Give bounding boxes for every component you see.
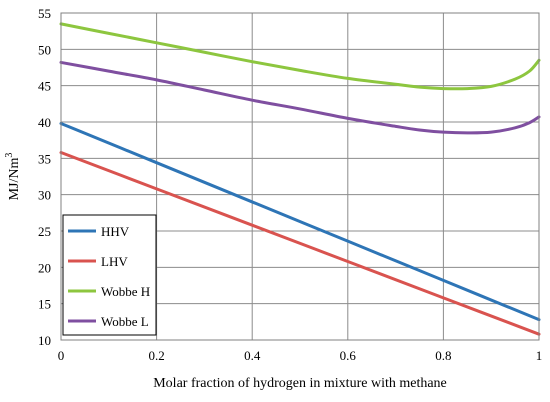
legend: HHV LHV Wobbe H Wobbe L bbox=[62, 214, 157, 336]
x-tick-label: 0.6 bbox=[340, 348, 357, 363]
y-axis-title-superscript: 3 bbox=[4, 153, 15, 158]
y-tick-label: 40 bbox=[38, 115, 51, 130]
y-tick-label: 55 bbox=[38, 6, 51, 21]
x-tick-label: 1 bbox=[536, 348, 543, 363]
x-tick-label: 0.8 bbox=[435, 348, 451, 363]
series-line-wobbe-h bbox=[59, 22, 541, 91]
y-axis-title-main: MJ/Nm bbox=[7, 158, 22, 201]
y-tick-label: 15 bbox=[38, 297, 51, 312]
x-tick-label: 0 bbox=[58, 348, 65, 363]
y-tick-label: 30 bbox=[38, 188, 51, 203]
y-tick-label: 25 bbox=[38, 224, 51, 239]
series-line-hhv bbox=[59, 121, 541, 322]
x-axis-title: Molar fraction of hydrogen in mixture wi… bbox=[153, 376, 447, 391]
y-tick-label: 10 bbox=[38, 333, 51, 348]
series-lines bbox=[59, 22, 541, 336]
legend-label-wobbe-h: Wobbe H bbox=[101, 284, 150, 299]
legend-label-wobbe-l: Wobbe L bbox=[101, 314, 149, 329]
x-tick-label: 0.4 bbox=[244, 348, 261, 363]
plot-area-border bbox=[60, 12, 540, 341]
y-tick-label: 45 bbox=[38, 79, 51, 94]
y-axis-title: MJ/Nm3 bbox=[4, 153, 22, 201]
series-line-wobbe-l bbox=[59, 60, 541, 135]
series-line-lhv bbox=[59, 151, 541, 336]
y-tick-labels: 10 15 20 25 30 35 40 45 50 55 bbox=[38, 6, 51, 348]
y-tick-label: 35 bbox=[38, 151, 51, 166]
y-tick-label: 20 bbox=[38, 260, 51, 275]
x-tick-label: 0.2 bbox=[148, 348, 164, 363]
legend-label-lhv: LHV bbox=[101, 254, 128, 269]
legend-box bbox=[62, 214, 157, 336]
y-tick-label: 50 bbox=[38, 42, 51, 57]
legend-label-hhv: HHV bbox=[101, 224, 130, 239]
x-tick-labels: 0 0.2 0.4 0.6 0.8 1 bbox=[58, 348, 543, 363]
